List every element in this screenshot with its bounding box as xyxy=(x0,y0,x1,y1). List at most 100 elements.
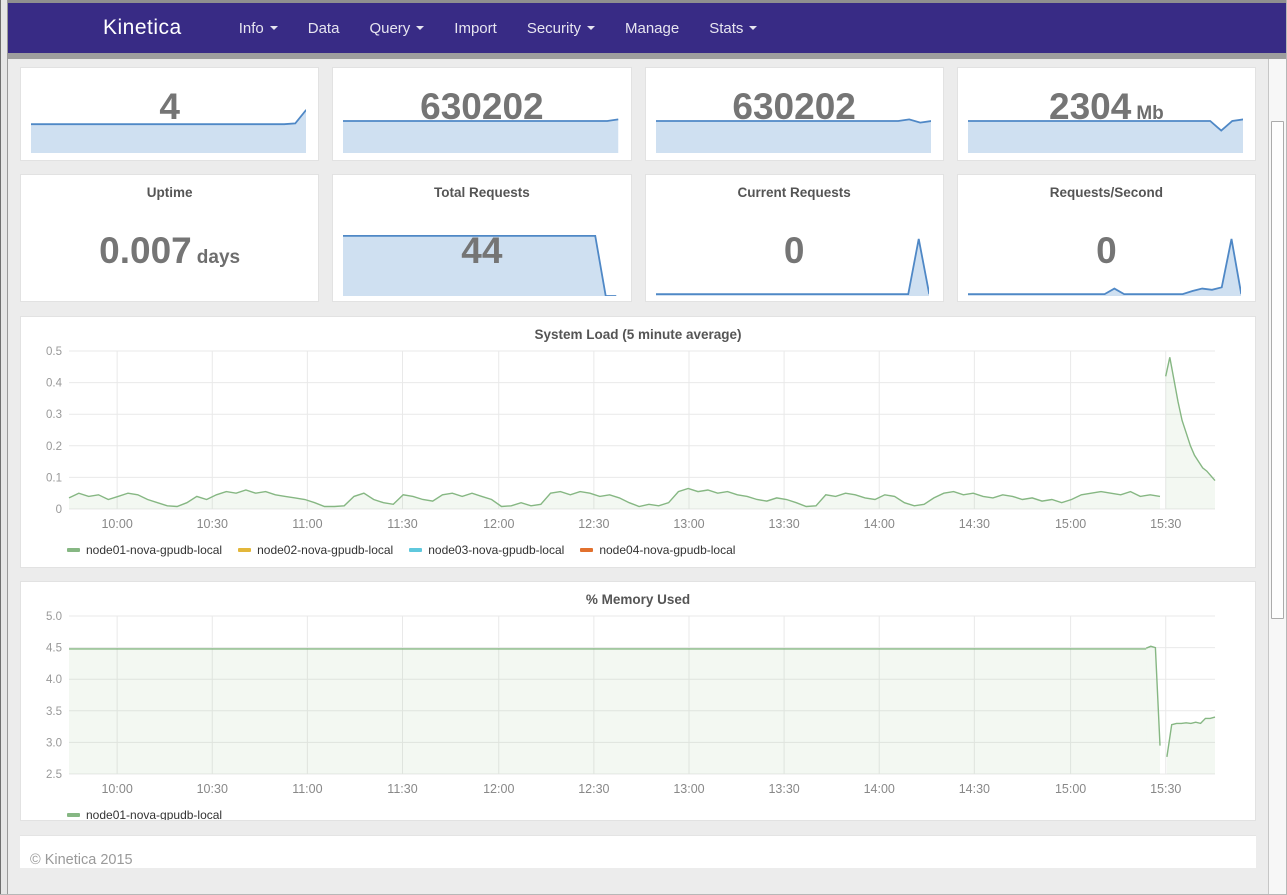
svg-text:15:00: 15:00 xyxy=(1055,782,1086,796)
stat-card: 630202 xyxy=(332,67,631,161)
stat-card: Uptime 0.007days xyxy=(20,174,319,302)
chart-legend: node01-nova-gpudb-local node02-nova-gpudb… xyxy=(35,539,1241,561)
legend-swatch-icon xyxy=(67,548,80,552)
svg-text:14:30: 14:30 xyxy=(959,517,990,531)
stat-card-title: Requests/Second xyxy=(958,175,1255,200)
nav-item-stats[interactable]: Stats xyxy=(694,3,772,53)
svg-text:0.1: 0.1 xyxy=(46,472,62,484)
nav-item-info[interactable]: Info xyxy=(224,3,293,53)
stat-unit: days xyxy=(197,247,240,268)
main-content: 4 630202 630202 2304Mb Uptime 0.007days Total… xyxy=(8,59,1268,895)
svg-text:0.5: 0.5 xyxy=(46,346,62,358)
svg-text:4.0: 4.0 xyxy=(46,674,62,686)
nav-item-manage[interactable]: Manage xyxy=(610,3,694,53)
svg-text:0.3: 0.3 xyxy=(46,409,62,421)
brand-logo[interactable]: Kinetica xyxy=(103,16,182,40)
legend-swatch-icon xyxy=(409,548,422,552)
stat-value: 0 xyxy=(958,232,1255,269)
stat-value: 630202 xyxy=(333,88,630,125)
stat-value: 4 xyxy=(21,88,318,125)
legend-item: node03-nova-gpudb-local xyxy=(409,543,564,557)
stat-value: 44 xyxy=(333,232,630,269)
stat-card: Current Requests 0 xyxy=(645,174,944,302)
chart-legend: node01-nova-gpudb-local xyxy=(35,804,1241,821)
legend-label: node04-nova-gpudb-local xyxy=(599,543,735,557)
memory-used-chart: 10:00 10:30 11:00 11:30 12:00 12:30 13:00 13:30… xyxy=(35,610,1241,802)
panel-memory-used: % Memory Used 10:0010:3011:0011:3012:001… xyxy=(20,581,1256,821)
svg-text:12:00: 12:00 xyxy=(483,517,514,531)
stat-value: 2304Mb xyxy=(958,88,1255,125)
svg-text:3.0: 3.0 xyxy=(46,737,62,749)
legend-item: node01-nova-gpudb-local xyxy=(67,543,222,557)
svg-text:11:30: 11:30 xyxy=(387,782,417,796)
stat-card: Total Requests 44 xyxy=(332,174,631,302)
svg-text:5.0: 5.0 xyxy=(46,611,62,623)
footer: © Kinetica 2015 xyxy=(20,835,1256,868)
caret-down-icon xyxy=(587,26,595,30)
legend-swatch-icon xyxy=(67,813,80,817)
svg-text:13:30: 13:30 xyxy=(768,782,799,796)
app-window: Kinetica InfoDataQueryImportSecurityMana… xyxy=(0,0,1287,895)
nav-item-data[interactable]: Data xyxy=(293,3,355,53)
svg-text:14:30: 14:30 xyxy=(959,782,990,796)
svg-text:2.5: 2.5 xyxy=(46,769,62,781)
panel-system-load: System Load (5 minute average) 10:0010:3… xyxy=(20,316,1256,568)
svg-text:0: 0 xyxy=(56,504,62,516)
chart-title: % Memory Used xyxy=(35,592,1241,610)
stat-card: Requests/Second 0 xyxy=(957,174,1256,302)
legend-label: node03-nova-gpudb-local xyxy=(428,543,564,557)
page-scrollbar[interactable] xyxy=(1268,59,1286,895)
svg-text:12:00: 12:00 xyxy=(483,782,514,796)
stat-value: 0.007days xyxy=(21,232,318,269)
window-left-border xyxy=(0,0,8,894)
caret-down-icon xyxy=(416,26,424,30)
caret-down-icon xyxy=(270,26,278,30)
svg-text:14:00: 14:00 xyxy=(864,782,895,796)
stat-card: 4 xyxy=(20,67,319,161)
svg-text:0.2: 0.2 xyxy=(46,441,62,453)
svg-text:11:30: 11:30 xyxy=(387,517,417,531)
legend-item: node01-nova-gpudb-local xyxy=(67,808,222,821)
svg-text:12:30: 12:30 xyxy=(578,517,609,531)
svg-text:3.5: 3.5 xyxy=(46,706,62,718)
svg-text:13:30: 13:30 xyxy=(768,517,799,531)
legend-item: node04-nova-gpudb-local xyxy=(580,543,735,557)
legend-swatch-icon xyxy=(580,548,593,552)
stat-card-title: Uptime xyxy=(21,175,318,200)
svg-text:14:00: 14:00 xyxy=(864,517,895,531)
stat-card-title: Total Requests xyxy=(333,175,630,200)
svg-text:4.5: 4.5 xyxy=(46,643,62,655)
svg-text:13:00: 13:00 xyxy=(673,782,704,796)
stat-card: 2304Mb xyxy=(957,67,1256,161)
stat-card: 630202 xyxy=(645,67,944,161)
stat-cards-row-top: 4 630202 630202 2304Mb xyxy=(20,67,1256,161)
svg-text:15:30: 15:30 xyxy=(1150,782,1181,796)
nav-menu: InfoDataQueryImportSecurityManageStats xyxy=(224,3,773,53)
system-load-chart: 10:0010:3011:0011:3012:0012:3013:0013:30… xyxy=(35,345,1241,537)
svg-text:10:30: 10:30 xyxy=(197,782,228,796)
nav-item-query[interactable]: Query xyxy=(354,3,439,53)
svg-text:0.4: 0.4 xyxy=(46,378,63,390)
stat-unit: Mb xyxy=(1136,103,1163,124)
svg-text:10:30: 10:30 xyxy=(197,517,228,531)
svg-text:12:30: 12:30 xyxy=(578,782,609,796)
stat-value: 630202 xyxy=(646,88,943,125)
navbar: Kinetica InfoDataQueryImportSecurityMana… xyxy=(8,3,1286,53)
svg-text:13:00: 13:00 xyxy=(673,517,704,531)
svg-text:15:30: 15:30 xyxy=(1150,517,1181,531)
svg-text:15:00: 15:00 xyxy=(1055,517,1086,531)
nav-item-import[interactable]: Import xyxy=(439,3,512,53)
svg-text:11:00: 11:00 xyxy=(292,782,322,796)
scrollbar-thumb[interactable] xyxy=(1271,121,1284,619)
svg-text:10:00: 10:00 xyxy=(101,782,132,796)
stat-value: 0 xyxy=(646,232,943,269)
caret-down-icon xyxy=(749,26,757,30)
stat-cards-row-kpi: Uptime 0.007days Total Requests 44 Current R… xyxy=(20,174,1256,302)
legend-label: node02-nova-gpudb-local xyxy=(257,543,393,557)
nav-item-security[interactable]: Security xyxy=(512,3,610,53)
legend-swatch-icon xyxy=(238,548,251,552)
copyright-text: © Kinetica 2015 xyxy=(30,852,1256,868)
legend-label: node01-nova-gpudb-local xyxy=(86,808,222,821)
stat-card-title: Current Requests xyxy=(646,175,943,200)
chart-title: System Load (5 minute average) xyxy=(35,327,1241,345)
